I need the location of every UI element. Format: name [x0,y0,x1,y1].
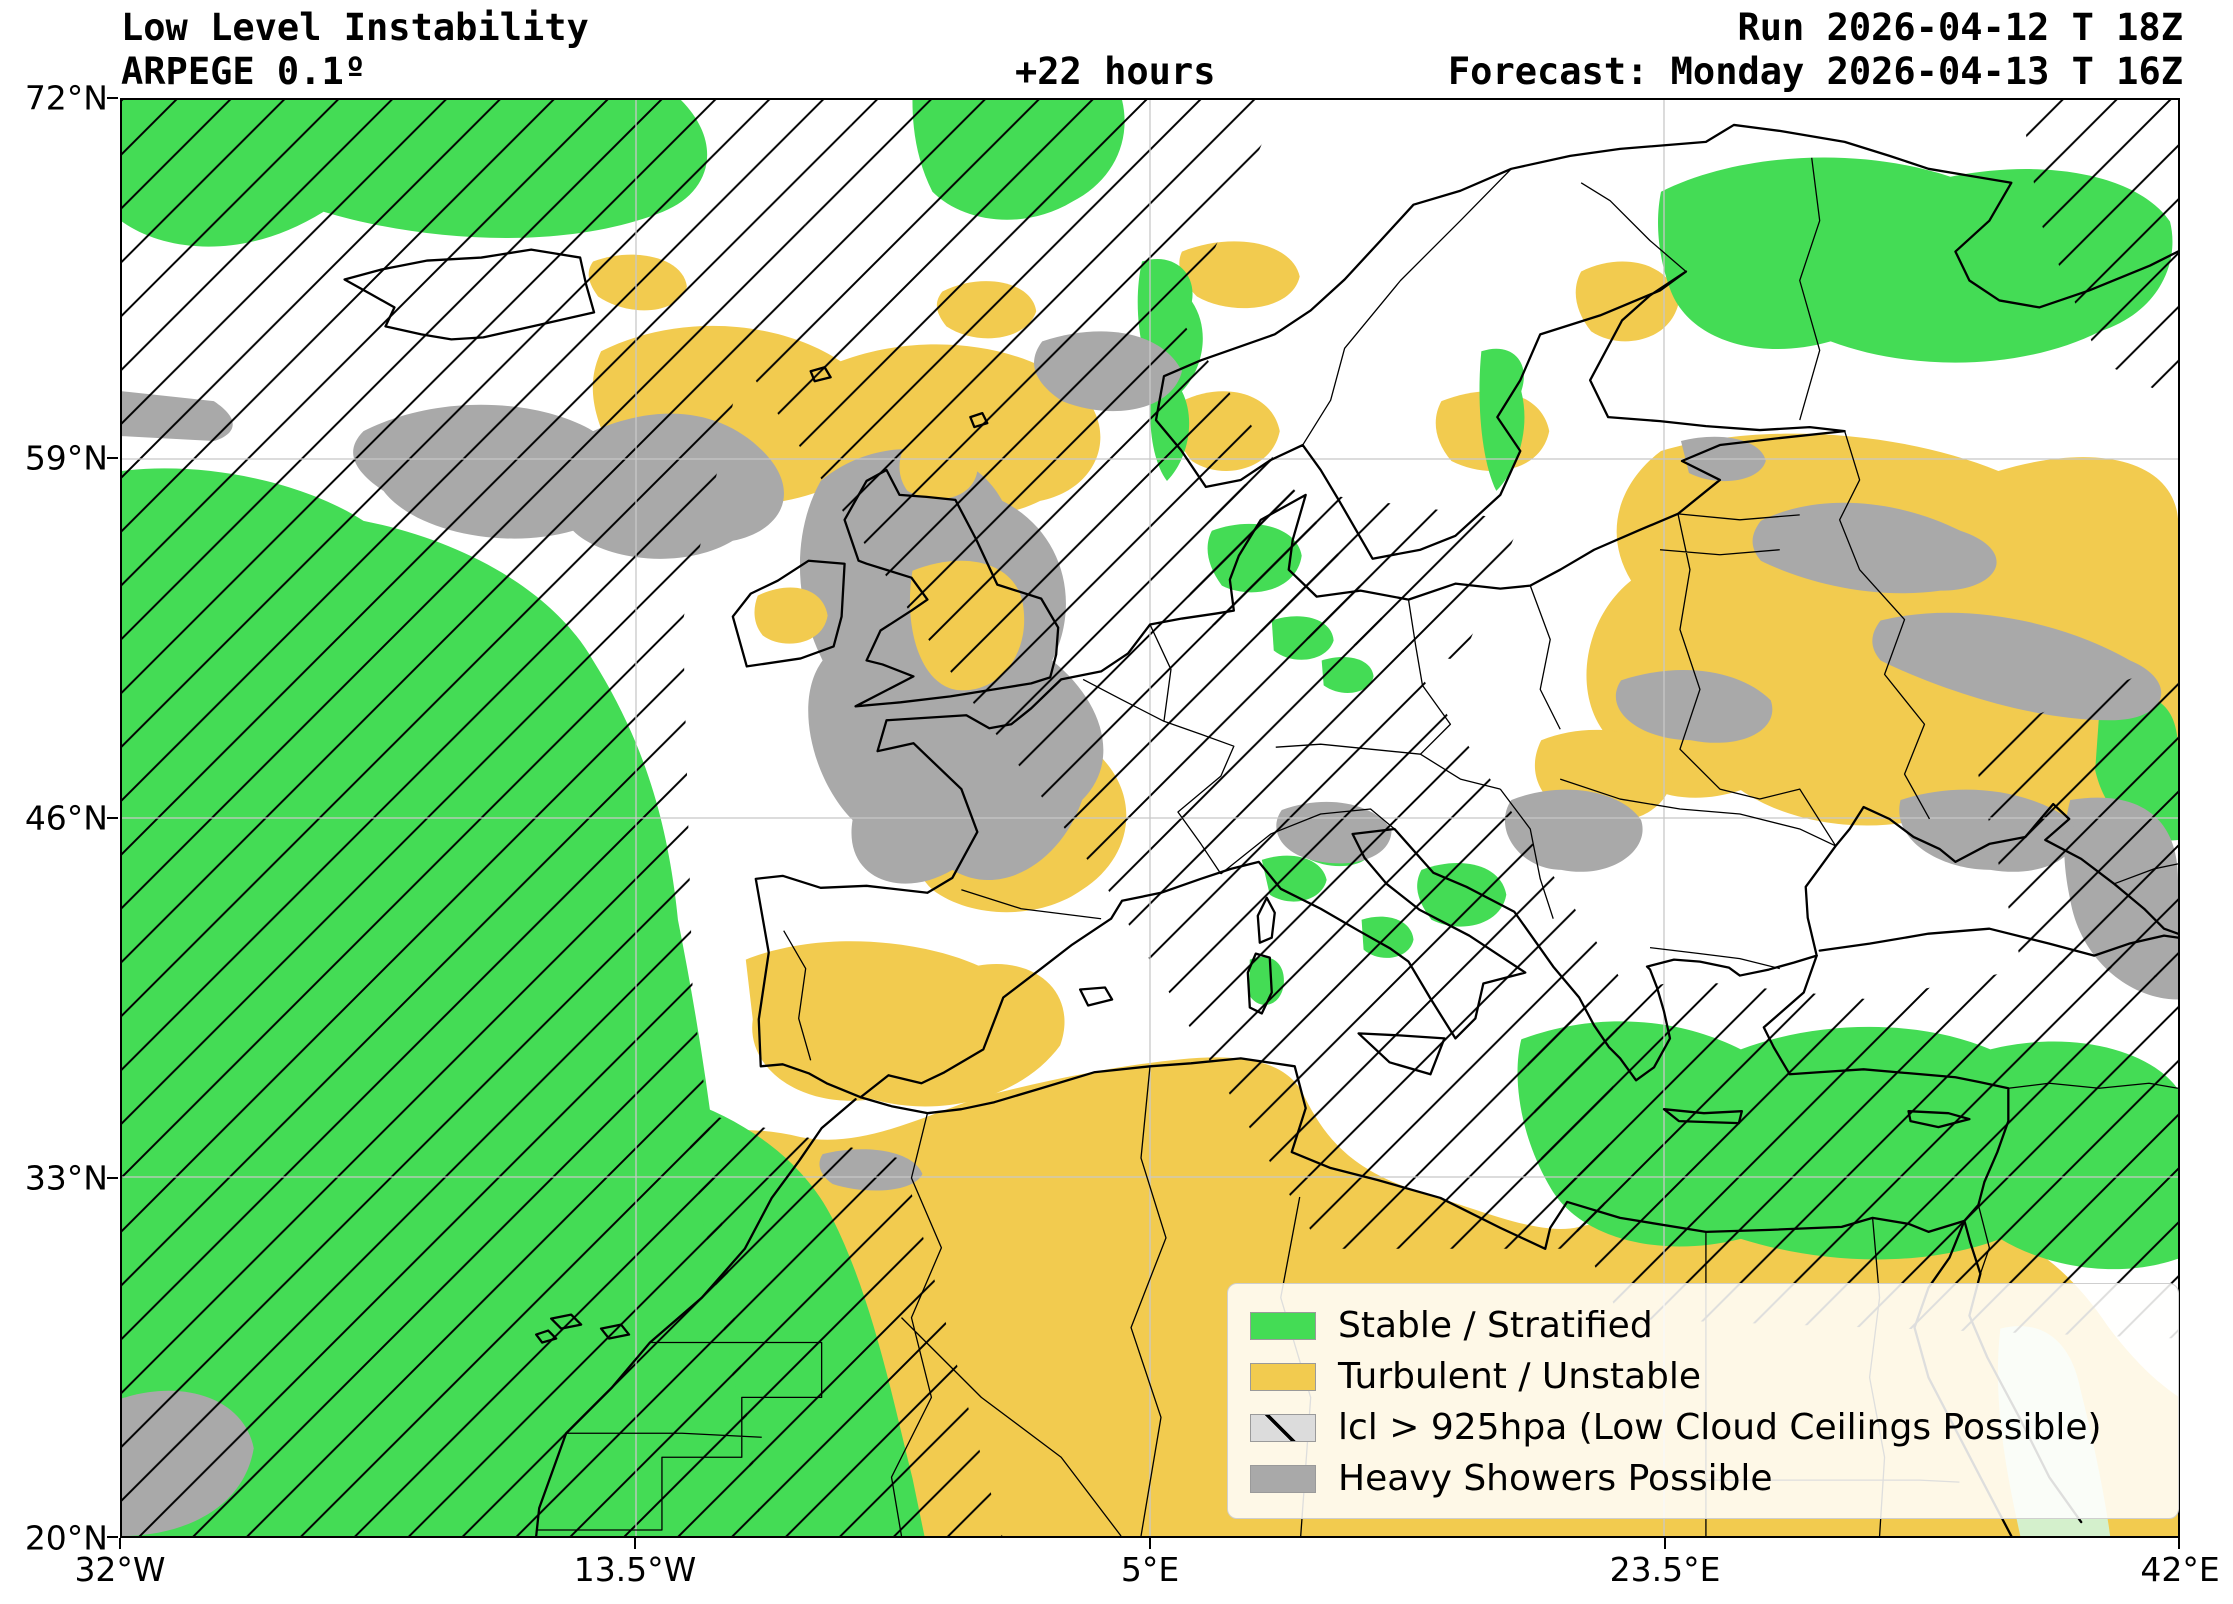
legend-label-showers: Heavy Showers Possible [1338,1458,1773,1499]
legend-swatch-lowcloud-hatch [1250,1413,1316,1442]
y-tick [107,1536,118,1538]
legend-item-lowcloud: lcl > 925hpa (Low Cloud Ceilings Possibl… [1250,1402,2156,1453]
title-line2: ARPEGE 0.1º [121,50,367,93]
lat-label-72n: 72°N [24,78,108,118]
x-tick [119,1538,121,1549]
title-line1: Low Level Instability [121,6,589,49]
legend-swatch-stable [1250,1311,1316,1340]
x-tick [634,1538,636,1549]
map-title: Low Level Instability ARPEGE 0.1º [121,6,589,94]
legend-swatch-turbulent [1250,1362,1316,1391]
lon-label-5e: 5°E [1120,1550,1180,1589]
legend-swatch-showers [1250,1464,1316,1493]
lon-label-32w: 32°W [74,1550,166,1589]
run-line: Run 2026-04-12 T 18Z [1737,6,2183,49]
lat-label-46n: 46°N [24,798,108,838]
y-tick [107,817,118,819]
lat-label-59n: 59°N [24,438,108,478]
y-tick [107,1177,118,1179]
lead-time: +22 hours [1015,50,1216,93]
x-tick [2178,1538,2180,1549]
legend-item-showers: Heavy Showers Possible [1250,1453,2156,1504]
forecast-line: Forecast: Monday 2026-04-13 T 16Z [1447,50,2183,93]
lon-label-42e: 42°E [2140,1550,2220,1589]
legend-label-stable: Stable / Stratified [1338,1305,1653,1346]
legend: Stable / Stratified Turbulent / Unstable… [1227,1283,2179,1519]
legend-item-stable: Stable / Stratified [1250,1300,2156,1351]
weather-map: Stable / Stratified Turbulent / Unstable… [120,98,2180,1538]
lat-label-20n: 20°N [24,1518,108,1558]
legend-label-turbulent: Turbulent / Unstable [1338,1356,1702,1397]
lon-label-235e: 23.5°E [1609,1550,1721,1589]
run-info: Run 2026-04-12 T 18Z Forecast: Monday 202… [1448,6,2183,94]
lat-label-33n: 33°N [24,1158,108,1198]
legend-item-turbulent: Turbulent / Unstable [1250,1351,2156,1402]
map-canvas [122,100,2178,1536]
x-tick [1149,1538,1151,1549]
x-tick [1664,1538,1666,1549]
y-tick [107,457,118,459]
lon-label-135w: 13.5°W [573,1550,697,1589]
legend-label-lowcloud: lcl > 925hpa (Low Cloud Ceilings Possibl… [1338,1407,2102,1448]
y-tick [107,97,118,99]
